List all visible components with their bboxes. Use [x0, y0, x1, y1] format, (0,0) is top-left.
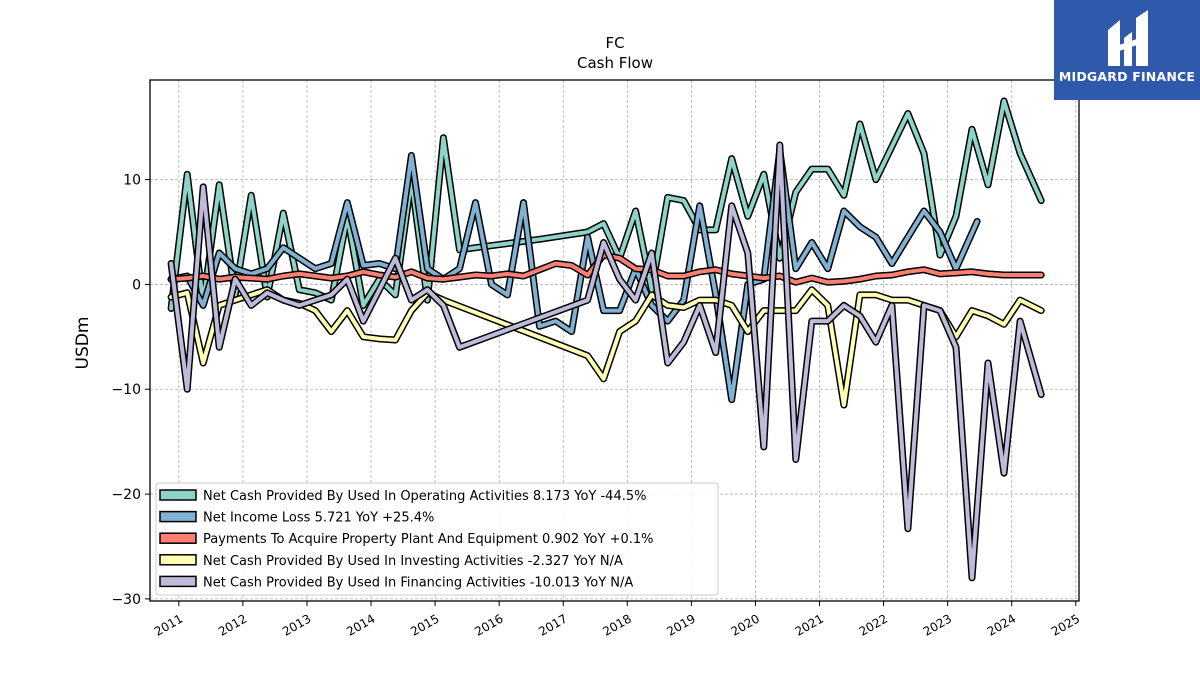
y-tick-label: 0: [132, 277, 141, 293]
legend-swatch: [159, 554, 197, 566]
x-tick-label: 2011: [152, 611, 185, 638]
legend-box: [155, 482, 719, 596]
legend-swatch: [159, 510, 197, 523]
x-tick-label: 2019: [664, 611, 697, 638]
y-axis-label: USDm: [73, 317, 93, 370]
series-line-2: [167, 146, 981, 404]
y-tick-label: −10: [111, 382, 141, 398]
series-layer: [167, 97, 1045, 582]
legend-entry: Net Cash Provided By Used In Investing A…: [203, 554, 623, 569]
series-line-5: [167, 141, 1045, 582]
series-line-stroke: [169, 148, 980, 402]
legend: Net Cash Provided By Used In Operating A…: [155, 482, 719, 596]
plot-frame: [149, 79, 1080, 602]
x-tick-label: 2015: [408, 611, 441, 638]
x-tick-label: 2017: [536, 611, 569, 638]
legend-entry: Net Cash Provided By Used In Operating A…: [203, 489, 646, 504]
grid-lines: [150, 80, 1079, 601]
y-tick-label: −30: [111, 592, 141, 608]
legend-swatch: [159, 532, 197, 544]
chart-title: FC: [605, 34, 624, 52]
x-tick-label: 2018: [600, 611, 633, 638]
legend-swatch: [159, 575, 197, 588]
midgard-finance-logo: MIDGARD FINANCE: [1054, 0, 1200, 100]
x-tick-label: 2024: [985, 611, 1018, 638]
series-line-stroke: [169, 143, 1044, 580]
x-tick-label: 2022: [857, 611, 890, 638]
x-tick-label: 2013: [280, 611, 313, 638]
x-tick-label: 2023: [921, 611, 954, 638]
y-tick-label: −20: [111, 487, 141, 503]
logo-text: MIDGARD FINANCE: [1058, 69, 1196, 84]
x-tick-label: 2014: [344, 611, 377, 638]
x-tick-label: 2012: [216, 611, 249, 638]
midgard-logo-icon: [1108, 10, 1148, 66]
x-tick-label: 2020: [728, 611, 761, 638]
legend-swatch: [159, 489, 197, 501]
legend-entry: Net Cash Provided By Used In Financing A…: [203, 575, 633, 590]
chart-subtitle: Cash Flow: [577, 54, 653, 72]
legend-entry: Net Income Loss 5.721 YoY +25.4%: [203, 511, 434, 526]
x-tick-label: 2021: [793, 611, 826, 638]
y-tick-label: 10: [123, 173, 141, 189]
x-tick-label: 2025: [1049, 611, 1082, 638]
x-tick-label: 2016: [472, 611, 505, 638]
legend-entry: Payments To Acquire Property Plant And E…: [203, 532, 654, 547]
